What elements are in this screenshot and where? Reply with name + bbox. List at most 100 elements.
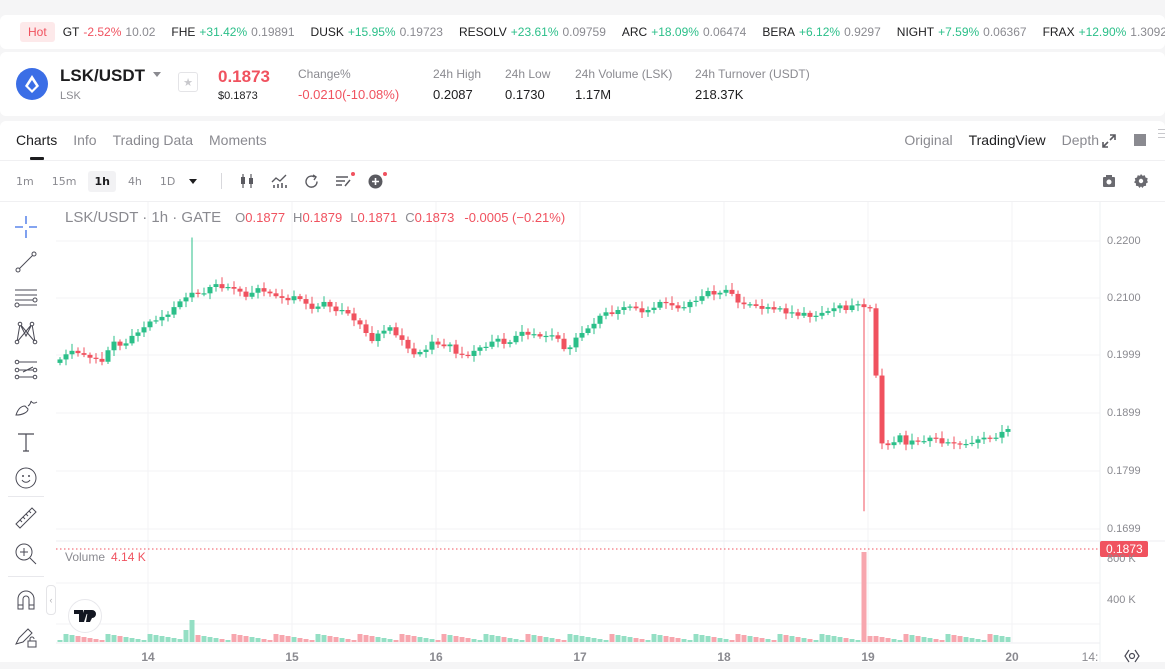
ticker-change: +15.95% <box>347 25 396 39</box>
ticker-symbol: RESOLV <box>458 25 507 39</box>
reset-chart-icon[interactable] <box>1124 648 1140 669</box>
screenshot-camera-icon[interactable] <box>1102 174 1116 188</box>
tab-charts[interactable]: Charts <box>16 132 58 160</box>
menu-lines-icon[interactable] <box>1158 129 1165 141</box>
stat-value: -0.0210(-10.08%) <box>298 87 400 102</box>
layout-square-icon[interactable] <box>1134 134 1146 146</box>
view-tradingview[interactable]: TradingView <box>968 132 1046 148</box>
date-axis-label: 15 <box>285 650 299 664</box>
magnet-icon[interactable] <box>14 588 38 612</box>
stat-label: 24h Volume (LSK) <box>575 67 673 81</box>
ticker-item[interactable]: FRAX +12.90% 1.3092 <box>1043 25 1165 39</box>
stat-value: 1.17M <box>575 87 612 102</box>
ticker-symbol: ARC <box>621 25 648 39</box>
ticker-item[interactable]: GT -2.52% 10.02 <box>63 25 156 39</box>
refresh-icon[interactable] <box>302 172 320 190</box>
collapse-drawbar-button[interactable]: ‹ <box>46 585 56 615</box>
ticker-symbol: NIGHT <box>896 25 935 39</box>
add-indicator-icon[interactable] <box>366 172 388 190</box>
emoji-icon[interactable] <box>14 466 38 490</box>
templates-icon[interactable] <box>334 172 356 190</box>
drawing-toolbar <box>0 202 52 662</box>
timeframe-4h[interactable]: 4h <box>127 174 142 188</box>
ohlc-open: O0.1877 <box>235 210 286 225</box>
ohlc-change: -0.0005 (−0.21%) <box>464 210 566 225</box>
last-price: 0.1873 <box>218 67 270 86</box>
hot-badge: Hot <box>20 22 55 42</box>
divider <box>0 201 1165 202</box>
brush-icon[interactable] <box>14 394 38 418</box>
fullscreen-expand-icon[interactable] <box>1102 134 1116 151</box>
stat-24h-turnover-usdt: 24h Turnover (USDT) 218.37K <box>695 67 810 102</box>
lock-drawings-icon[interactable] <box>14 624 38 648</box>
timeframe-1d[interactable]: 1D <box>159 174 176 188</box>
stat-24h-low: 24h Low 0.1730 <box>505 67 550 102</box>
chart-symbol-title: LSK/USDT · 1h · GATE <box>65 209 222 226</box>
ticker-price: 0.19723 <box>399 25 443 39</box>
pair-base-asset: LSK <box>60 90 81 102</box>
chart-toolbar: 1m 15m 1h 4h 1D <box>10 170 398 192</box>
favorite-star-button[interactable]: ★ <box>178 72 198 92</box>
text-tool-icon[interactable] <box>14 430 38 454</box>
date-axis-label: 16 <box>429 650 443 664</box>
price-axis-label: 0.1899 <box>1107 407 1141 419</box>
price-axis-label: 0.2100 <box>1107 292 1141 304</box>
tradingview-logo-icon[interactable] <box>68 599 102 633</box>
chart-view-switcher: Original TradingView Depth <box>904 132 1099 148</box>
drawbar-separator <box>8 496 44 497</box>
trend-line-icon[interactable] <box>14 250 38 274</box>
current-price-tag: 0.1873 <box>1100 541 1148 557</box>
view-original[interactable]: Original <box>904 132 953 148</box>
stat-label: 24h Turnover (USDT) <box>695 67 810 81</box>
date-axis-label: 14 <box>141 650 155 664</box>
crosshair-icon[interactable] <box>14 215 38 239</box>
stat-label: 24h Low <box>505 67 551 81</box>
last-price-usd: $0.1873 <box>218 90 258 102</box>
ticker-price: 0.09759 <box>562 25 606 39</box>
stat-24h-high: 24h High 0.2087 <box>433 67 481 102</box>
ruler-measure-icon[interactable] <box>14 506 38 530</box>
ticker-item[interactable]: FHE +31.42% 0.19891 <box>171 25 294 39</box>
chart-settings-gear-icon[interactable] <box>1134 174 1148 188</box>
ticker-item[interactable]: DUSK +15.95% 0.19723 <box>311 25 443 39</box>
price-axis-label: 0.1699 <box>1107 523 1141 535</box>
candle-type-icon[interactable] <box>238 172 256 190</box>
ticker-price: 0.06474 <box>702 25 747 39</box>
price-axis-label: 0.1799 <box>1107 465 1141 477</box>
ticker-symbol: BERA <box>762 25 796 39</box>
volume-axis-label: 400 K <box>1107 594 1136 606</box>
timeframe-1m[interactable]: 1m <box>16 174 34 188</box>
stat-change: Change% -0.0210(-10.08%) <box>298 67 399 102</box>
ohlc-high: H0.1879 <box>293 210 343 225</box>
ticker-item[interactable]: RESOLV +23.61% 0.09759 <box>459 25 606 39</box>
chart-legend: LSK/USDT · 1h · GATE O0.1877 H0.1879 L0.… <box>65 209 565 226</box>
view-depth[interactable]: Depth <box>1061 132 1099 148</box>
tab-moments[interactable]: Moments <box>209 132 267 148</box>
ticker-item[interactable]: BERA +6.12% 0.9297 <box>762 25 880 39</box>
divider <box>0 160 1165 161</box>
pattern-xabcd-icon[interactable] <box>14 321 38 345</box>
timeframe-1h[interactable]: 1h <box>88 170 116 192</box>
timeframe-dropdown-icon[interactable] <box>189 178 198 184</box>
ticker-symbol: FRAX <box>1042 25 1075 39</box>
stat-label: 24h High <box>433 67 482 81</box>
horizontal-lines-icon[interactable] <box>14 286 38 310</box>
ticker-item[interactable]: ARC +18.09% 0.06474 <box>622 25 746 39</box>
ticker-price: 0.19891 <box>251 25 295 39</box>
indicators-icon[interactable] <box>270 172 288 190</box>
tab-info[interactable]: Info <box>73 132 97 148</box>
notification-dot <box>351 172 356 176</box>
chevron-down-icon[interactable] <box>153 72 161 77</box>
ticker-item[interactable]: NIGHT +7.59% 0.06367 <box>897 25 1027 39</box>
date-axis-label: 20 <box>1005 650 1019 664</box>
ticker-price: 0.9297 <box>844 25 881 39</box>
star-icon: ★ <box>183 76 193 89</box>
ticker-change: +6.12% <box>799 25 841 39</box>
fib-retracement-icon[interactable] <box>14 358 38 382</box>
tab-trading-data[interactable]: Trading Data <box>112 132 194 148</box>
candlestick-chart[interactable]: LSK/USDT · 1h · GATE O0.1877 H0.1879 L0.… <box>56 202 1165 664</box>
timeframe-15m[interactable]: 15m <box>51 174 77 188</box>
zoom-in-icon[interactable] <box>14 542 38 566</box>
pair-selector[interactable]: LSK/USDT <box>60 66 145 85</box>
ticker-change: -2.52% <box>83 25 122 39</box>
